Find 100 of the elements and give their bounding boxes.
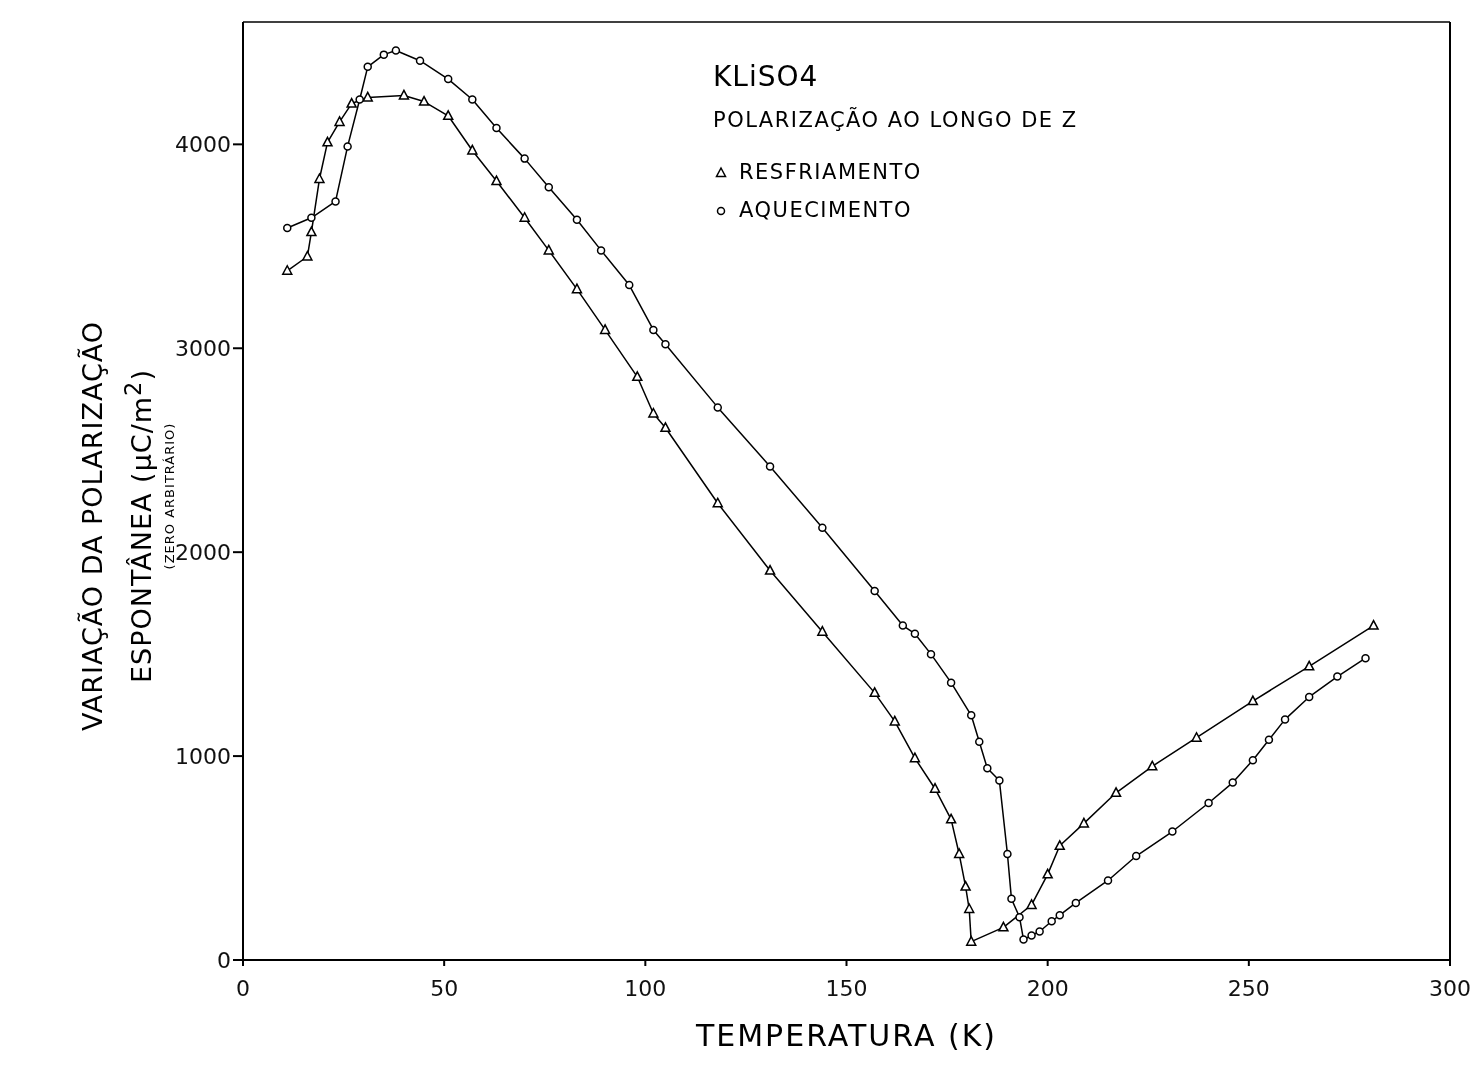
point [965, 935, 977, 946]
point [1035, 927, 1044, 936]
point [306, 226, 317, 237]
point [302, 250, 313, 261]
point [869, 687, 880, 698]
point [355, 95, 364, 104]
text: POLARIZAÇÃO AO LONGO DE Z [713, 108, 1078, 132]
point [649, 325, 658, 335]
point [910, 629, 920, 638]
point [966, 711, 976, 720]
point [818, 523, 827, 532]
point [1071, 898, 1081, 908]
point [520, 154, 529, 163]
point [519, 212, 530, 223]
point [953, 848, 965, 859]
point [963, 903, 975, 914]
x-tick-label: 300 [1429, 975, 1471, 1001]
point [468, 95, 477, 104]
point [543, 244, 555, 255]
point [571, 283, 583, 294]
point [1264, 735, 1274, 745]
point [322, 136, 333, 147]
legend-label: AQUECIMENTO [739, 198, 912, 222]
y-tick-label: 3000 [175, 336, 231, 362]
point [572, 215, 582, 225]
point [362, 91, 373, 102]
point [1047, 917, 1056, 926]
point [765, 462, 775, 471]
point [1303, 660, 1315, 671]
point [713, 403, 722, 412]
y-tick-label: 0 [217, 947, 231, 973]
point [983, 764, 992, 773]
point [379, 50, 389, 59]
point [491, 175, 502, 186]
point [909, 752, 921, 763]
point [1204, 798, 1213, 808]
text: KLiSO4 [713, 60, 819, 93]
point [467, 144, 478, 155]
x-tick-label: 250 [1227, 975, 1270, 1001]
point [415, 56, 425, 65]
point [960, 880, 971, 891]
point [1019, 935, 1028, 944]
point [660, 422, 671, 433]
point [1015, 912, 1024, 922]
point [283, 223, 292, 233]
point [1131, 851, 1141, 861]
y-tick-label: 1000 [175, 743, 231, 769]
point [661, 339, 670, 349]
point [764, 564, 776, 575]
point [648, 407, 659, 418]
point [945, 813, 957, 824]
point [398, 89, 410, 100]
point [1280, 715, 1290, 724]
point [1248, 755, 1258, 765]
point [1228, 778, 1237, 787]
point [331, 197, 340, 206]
point [898, 621, 908, 630]
point [1333, 672, 1342, 681]
point [1361, 653, 1370, 663]
point [1103, 876, 1113, 885]
point [1055, 910, 1064, 920]
x-axis-title: TEMPERATURA (K) [694, 1018, 999, 1053]
point [1304, 692, 1314, 702]
point [282, 265, 293, 276]
point [1042, 868, 1053, 879]
point [418, 95, 430, 106]
point [599, 324, 611, 335]
point [443, 74, 453, 84]
point [442, 110, 454, 121]
y-tick-label: 4000 [175, 132, 231, 158]
point [889, 715, 901, 726]
point [926, 649, 936, 659]
point [998, 921, 1009, 932]
point [391, 46, 401, 55]
point [870, 586, 879, 596]
point [1027, 931, 1036, 940]
point [1078, 817, 1090, 828]
point [1110, 787, 1122, 798]
point [1026, 899, 1037, 910]
point [1147, 760, 1158, 771]
point [343, 142, 352, 151]
point [624, 280, 634, 290]
point [334, 116, 345, 127]
point [596, 246, 606, 255]
point [946, 678, 956, 687]
x-tick-label: 200 [1026, 975, 1069, 1001]
x-tick-label: 100 [624, 975, 667, 1001]
x-tick-label: 50 [430, 975, 459, 1001]
point [1168, 827, 1177, 836]
point [544, 182, 554, 192]
x-tick-label: 0 [236, 975, 250, 1001]
point [975, 737, 984, 747]
point [929, 782, 941, 793]
point [1054, 840, 1065, 851]
point [1247, 695, 1259, 706]
point [346, 97, 357, 108]
point [712, 497, 723, 508]
legend-label: RESFRIAMENTO [739, 160, 922, 184]
point [1003, 849, 1012, 859]
point [1191, 731, 1202, 742]
